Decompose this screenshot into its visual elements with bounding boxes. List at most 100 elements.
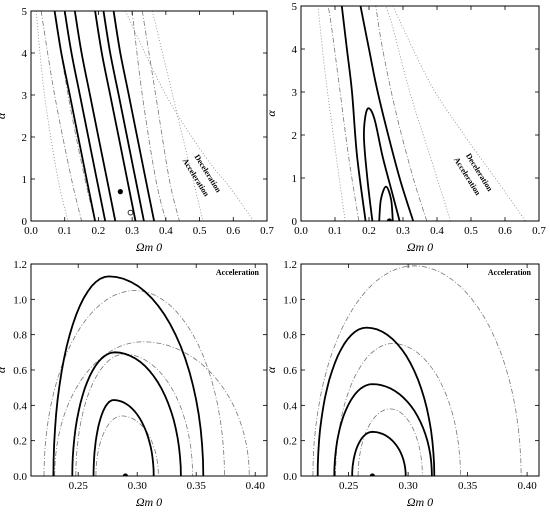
contour-dotted: [152, 11, 204, 221]
y-tick-label: 0.2: [13, 436, 27, 448]
y-tick-label: 2: [292, 130, 298, 142]
x-axis-title: Ωm 0: [407, 495, 433, 509]
plot-area: [312, 265, 522, 476]
y-tick-label: 0.6: [283, 365, 297, 377]
contour-dashdot: [312, 265, 522, 476]
contour-solid: [362, 107, 401, 221]
y-tick-label: 1: [292, 173, 298, 185]
y-tick-label: 0: [22, 216, 28, 228]
y-tick-label: 1.2: [283, 259, 297, 271]
contour-solid: [52, 275, 205, 476]
y-axis-title: α: [0, 112, 8, 119]
x-tick-label: 0.4: [430, 225, 444, 237]
contour-solid: [359, 6, 415, 221]
y-axis-title: α: [0, 366, 8, 373]
best-fit-open-point: [127, 209, 134, 216]
y-tick-label: 0.2: [283, 436, 297, 448]
x-tick-label: 0.2: [362, 225, 376, 237]
best-fit-point: [386, 218, 392, 221]
contour-dotted: [35, 11, 69, 221]
x-tick-label: 0.25: [69, 480, 89, 492]
plot-area: [43, 275, 250, 476]
y-tick-label: 2: [22, 132, 28, 144]
contour-dashdot: [375, 6, 428, 221]
y-tick-label: 0: [292, 216, 298, 228]
x-axis-title: Ωm 0: [136, 495, 162, 509]
y-tick-label: 0.8: [283, 330, 297, 342]
y-tick-label: 1.0: [13, 294, 27, 306]
contour-solid: [73, 11, 117, 221]
x-tick-label: 0.5: [193, 225, 207, 237]
x-tick-label: 0.3: [396, 225, 410, 237]
contour-solid: [333, 383, 433, 476]
contour-dashdot: [357, 408, 423, 476]
y-tick-label: 1: [22, 174, 28, 186]
contour-dashdot: [327, 6, 360, 221]
contour-dashdot: [75, 353, 194, 476]
best-fit-point: [122, 473, 128, 476]
y-axis-title: α: [264, 110, 278, 117]
x-axis-title: Ωm 0: [407, 240, 433, 254]
plot-area: [317, 6, 526, 221]
y-tick-label: 3: [292, 87, 298, 99]
y-tick-label: 3: [22, 90, 28, 102]
y-tick-label: 0.0: [13, 471, 27, 483]
transition-line: [125, 11, 254, 221]
contour-solid: [378, 185, 394, 221]
x-axis-title: Ωm 0: [136, 240, 162, 254]
acceleration-label: Acceleration: [488, 268, 532, 277]
contour-solid: [94, 11, 137, 221]
y-tick-label: 0.4: [283, 400, 297, 412]
y-tick-label: 0.8: [13, 330, 27, 342]
x-tick-label: 0.25: [339, 480, 359, 492]
contour-solid: [351, 430, 407, 476]
plot-area: [35, 11, 254, 221]
x-tick-label: 0.1: [328, 225, 342, 237]
y-tick-label: 1.2: [13, 259, 27, 271]
y-tick-label: 5: [22, 6, 28, 18]
y-tick-label: 4: [22, 48, 28, 60]
x-tick-label: 0.7: [260, 225, 274, 237]
x-tick-label: 0.35: [458, 480, 478, 492]
y-tick-label: 0.0: [283, 471, 297, 483]
contour-dotted: [385, 6, 451, 221]
contour-solid: [112, 11, 155, 221]
contour-dashdot: [43, 290, 225, 476]
contour-solid: [316, 326, 436, 476]
transition-line: [392, 6, 526, 221]
panel-bottom-right: 0.25 0.30 0.35 0.40 0.0 0.2 0.4 0.6 0.8 1.0 1.2 Ωm …: [264, 259, 540, 509]
y-tick-label: 5: [292, 1, 298, 13]
y-tick-label: 1.0: [283, 294, 297, 306]
x-tick-label: 0.7: [532, 225, 546, 237]
contour-solid: [53, 11, 96, 221]
x-tick-label: 0.3: [125, 225, 139, 237]
contour-dashdot: [335, 343, 461, 476]
y-tick-label: 0.6: [13, 365, 27, 377]
contour-dotted: [317, 6, 346, 221]
y-tick-label: 0.4: [13, 400, 27, 412]
plot-frame: [300, 5, 540, 222]
contour-solid: [340, 6, 367, 221]
x-tick-label: 0.0: [24, 225, 38, 237]
contour-dashdot: [54, 341, 250, 476]
x-tick-label: 0.2: [92, 225, 106, 237]
x-tick-label: 0.30: [128, 480, 148, 492]
contour-solid: [102, 11, 145, 221]
x-tick-label: 0.6: [226, 225, 240, 237]
contour-solid: [92, 399, 155, 476]
x-tick-label: 0.4: [159, 225, 173, 237]
contour-dashdot: [141, 11, 180, 221]
x-tick-label: 0.0: [294, 225, 308, 237]
panel-bottom-left: 0.25 0.30 0.35 0.40 0.0 0.2 0.4 0.6 0.8 1.0 1.2 Ωm …: [0, 259, 268, 509]
contour-dashdot: [95, 415, 159, 476]
plot-frame: [30, 10, 268, 222]
best-fit-point: [369, 473, 375, 476]
x-tick-label: 0.40: [517, 480, 537, 492]
acceleration-label: Acceleration: [216, 268, 260, 277]
y-axis-title: α: [264, 366, 278, 373]
best-fit-point: [117, 189, 123, 195]
x-tick-label: 0.30: [398, 480, 418, 492]
